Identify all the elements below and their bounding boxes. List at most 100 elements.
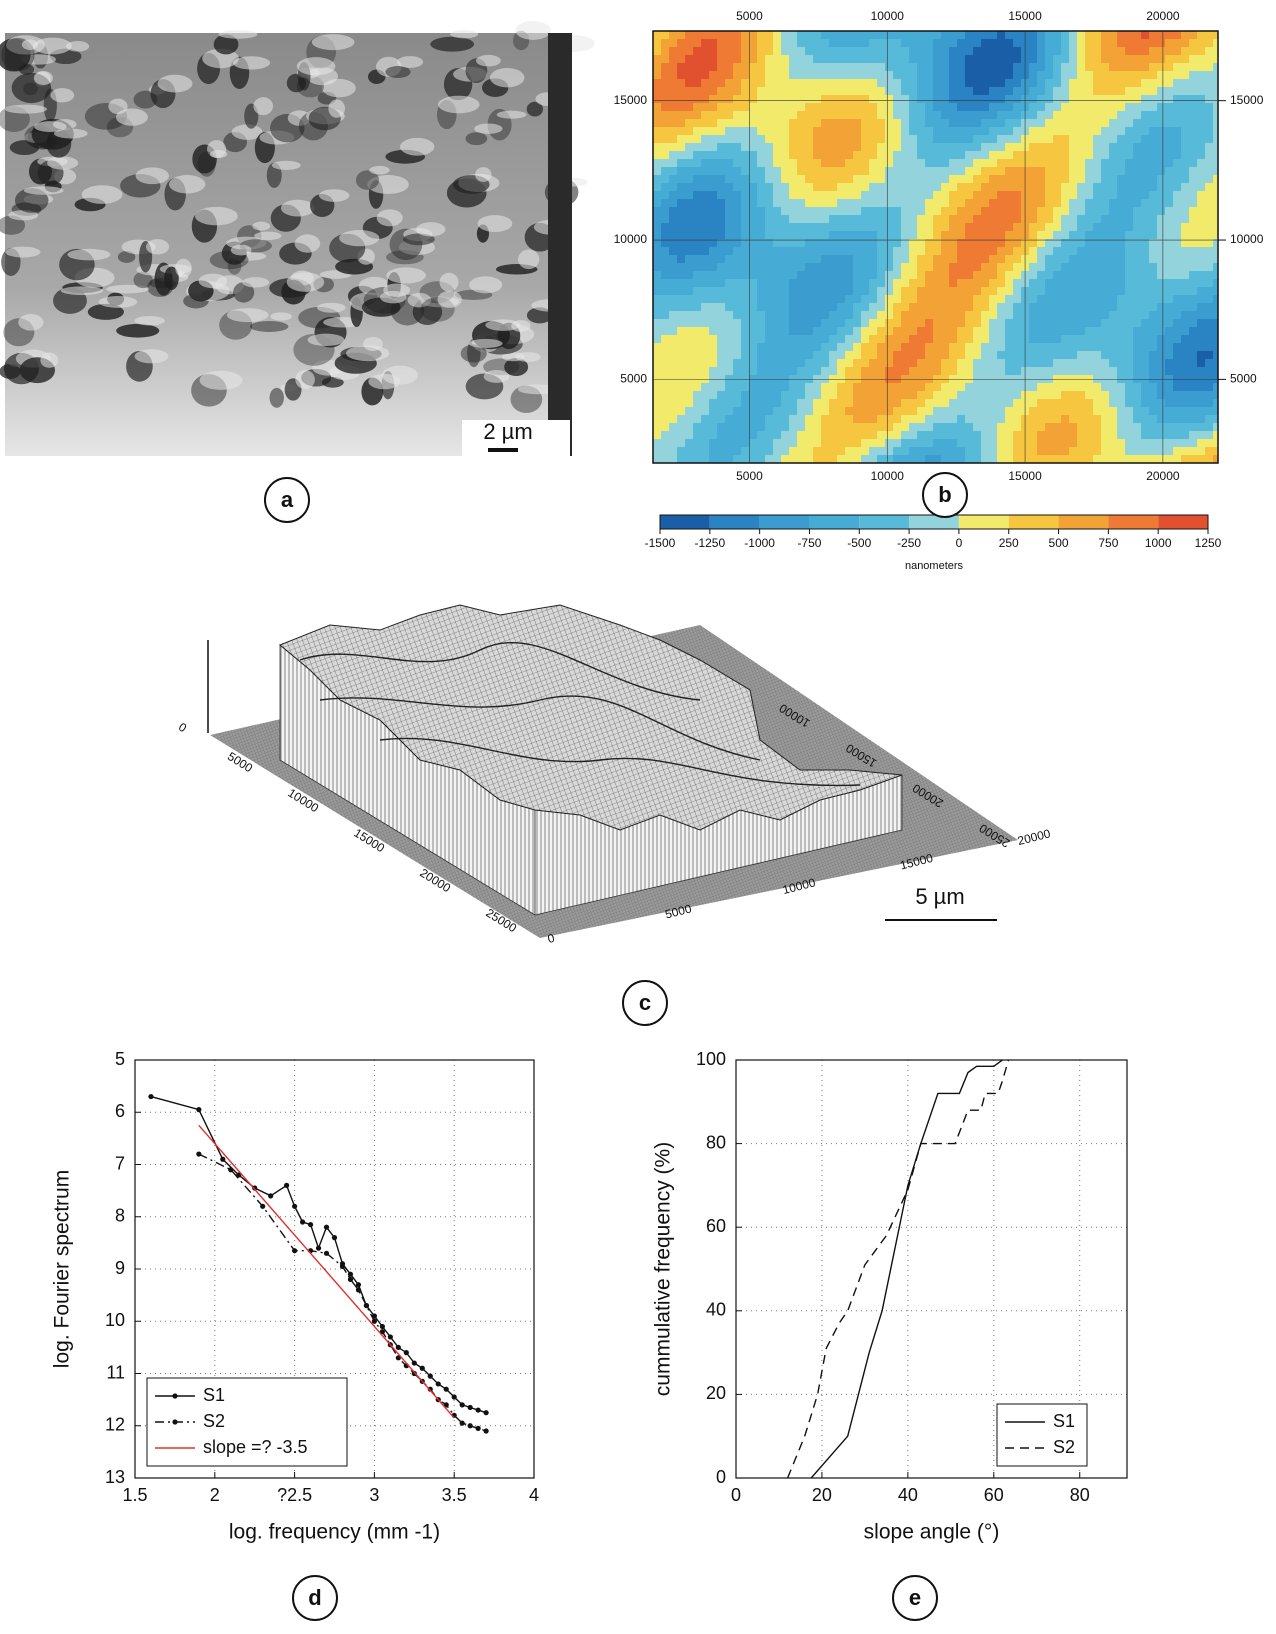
map-cell — [901, 375, 909, 383]
map-cell — [717, 151, 725, 159]
map-cell — [829, 287, 837, 295]
map-cell — [1045, 327, 1053, 335]
map-cell — [861, 303, 869, 311]
map-cell — [909, 311, 917, 319]
sem-ridge — [474, 124, 502, 134]
map-cell — [997, 359, 1005, 367]
map-cell — [749, 263, 757, 271]
map-cell — [693, 423, 701, 431]
map-cell — [765, 311, 773, 319]
map-cell — [1205, 343, 1213, 351]
map-cell — [1069, 407, 1077, 415]
map-cell — [797, 319, 805, 327]
map-cell — [1149, 311, 1157, 319]
colorbar-bin — [959, 515, 1009, 529]
map-cell — [1005, 263, 1013, 271]
map-cell — [1085, 159, 1093, 167]
map-cell — [925, 231, 933, 239]
map-cell — [1165, 71, 1173, 79]
map-cell — [837, 127, 845, 135]
map-cell — [1101, 367, 1109, 375]
map-cell — [1029, 39, 1037, 47]
map-cell — [805, 223, 813, 231]
map-cell — [765, 47, 773, 55]
map-cell — [661, 55, 669, 63]
map-cell — [837, 455, 845, 463]
map-cell — [861, 423, 869, 431]
map-cell — [1197, 351, 1205, 359]
map-cell — [981, 207, 989, 215]
map-cell — [1101, 87, 1109, 95]
map-cell — [1029, 207, 1037, 215]
map-cell — [1053, 119, 1061, 127]
map-cell — [1133, 143, 1141, 151]
map-cell — [845, 183, 853, 191]
map-cell — [797, 343, 805, 351]
series-point — [380, 1324, 385, 1329]
map-cell — [653, 247, 661, 255]
series-point — [148, 1094, 153, 1099]
map-cell — [949, 247, 957, 255]
series-point — [484, 1428, 489, 1433]
map-cell — [1037, 31, 1045, 39]
map-cell — [949, 255, 957, 263]
map-cell — [877, 455, 885, 463]
map-cell — [1125, 151, 1133, 159]
map-cell — [869, 367, 877, 375]
map-cell — [973, 415, 981, 423]
map-cell — [1053, 271, 1061, 279]
map-cell — [981, 215, 989, 223]
map-cell — [717, 175, 725, 183]
map-cell — [773, 183, 781, 191]
map-cell — [821, 167, 829, 175]
map-cell — [717, 119, 725, 127]
map-cell — [1061, 183, 1069, 191]
map-cell — [909, 143, 917, 151]
map-cell — [1125, 439, 1133, 447]
map-cell — [805, 207, 813, 215]
map-cell — [1125, 319, 1133, 327]
map-cell — [669, 31, 677, 39]
map-cell — [1005, 415, 1013, 423]
map-cell — [829, 319, 837, 327]
map-cell — [1117, 263, 1125, 271]
map-cell — [901, 247, 909, 255]
map-cell — [701, 271, 709, 279]
map-cell — [1149, 191, 1157, 199]
map-cell — [829, 255, 837, 263]
map-cell — [917, 87, 925, 95]
map-cell — [861, 391, 869, 399]
map-cell — [845, 79, 853, 87]
map-cell — [1109, 191, 1117, 199]
map-cell — [685, 279, 693, 287]
map-cell — [797, 143, 805, 151]
map-cell — [661, 183, 669, 191]
map-cell — [837, 335, 845, 343]
map-cell — [669, 199, 677, 207]
map-cell — [861, 399, 869, 407]
map-cell — [1085, 39, 1093, 47]
map-cell — [1125, 287, 1133, 295]
map-cell — [1165, 303, 1173, 311]
map-cell — [1093, 367, 1101, 375]
map-cell — [997, 31, 1005, 39]
map-cell — [869, 95, 877, 103]
map-cell — [917, 63, 925, 71]
map-cell — [1173, 287, 1181, 295]
map-cell — [773, 415, 781, 423]
map-cell — [693, 279, 701, 287]
map-cell — [821, 255, 829, 263]
map-cell — [749, 143, 757, 151]
map-cell — [653, 199, 661, 207]
map-cell — [1125, 223, 1133, 231]
map-cell — [933, 111, 941, 119]
map-cell — [845, 207, 853, 215]
map-cell — [981, 87, 989, 95]
map-cell — [909, 79, 917, 87]
map-cell — [957, 159, 965, 167]
map-cell — [1109, 79, 1117, 87]
map-cell — [717, 439, 725, 447]
map-cell — [1053, 255, 1061, 263]
map-cell — [717, 31, 725, 39]
map-cell — [1117, 135, 1125, 143]
